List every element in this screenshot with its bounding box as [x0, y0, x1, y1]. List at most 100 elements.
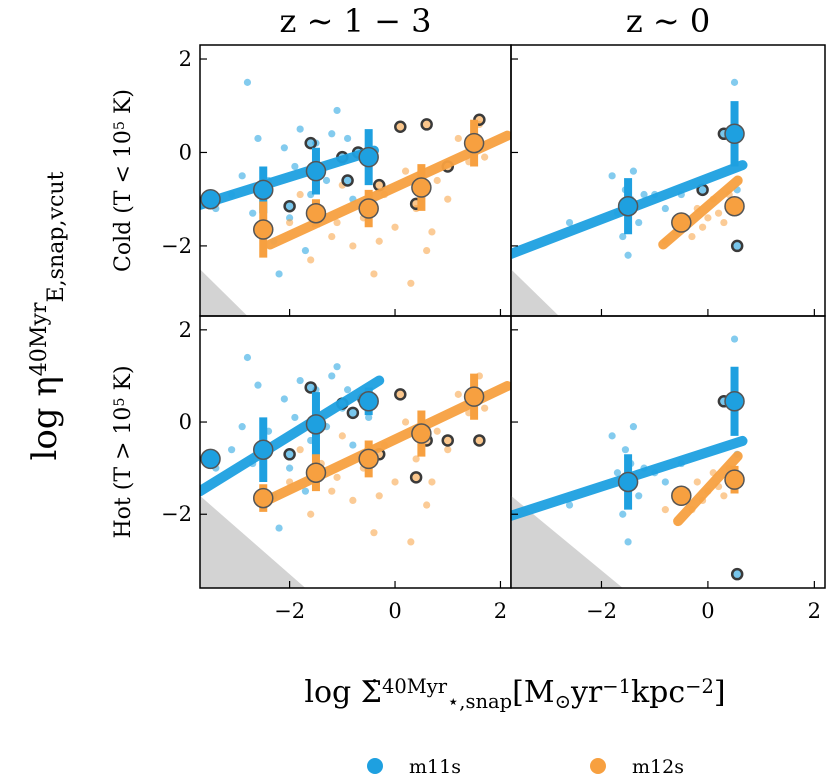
- bin-median: [200, 188, 221, 210]
- scatter-point: [698, 223, 707, 231]
- scatter-point: [412, 455, 420, 463]
- scatter-point: [275, 270, 283, 278]
- y-tick-label: 2: [179, 47, 192, 71]
- outlier-point: [283, 199, 296, 213]
- bin-median: [358, 391, 379, 412]
- scatter-point: [238, 172, 246, 180]
- label-part: log Σ̇: [304, 675, 382, 710]
- scatter-point: [661, 506, 669, 514]
- label-part: ]: [714, 675, 726, 710]
- label-part: ⊙: [555, 690, 571, 713]
- excluded-region: [511, 495, 623, 588]
- label-part: −2: [685, 675, 714, 698]
- bin-median: [724, 391, 745, 412]
- bin-median: [253, 219, 274, 240]
- scatter-point: [291, 162, 299, 171]
- scatter-point: [621, 446, 630, 454]
- x-tick-label: 0: [701, 599, 714, 623]
- bin-median: [200, 448, 221, 470]
- scatter-point: [444, 195, 452, 203]
- scatter-point: [296, 446, 304, 454]
- scatter-point: [349, 496, 357, 505]
- label-part: ⋆,snap: [447, 690, 512, 713]
- label-part: 40Myr: [382, 675, 448, 698]
- scatter-point: [365, 413, 373, 422]
- bin-median: [724, 195, 745, 217]
- bin-median: [305, 462, 327, 483]
- scatter-point: [349, 441, 357, 449]
- bin-median: [463, 132, 485, 154]
- scatter-point: [391, 223, 399, 231]
- outlier-point: [441, 434, 454, 447]
- scatter-point: [423, 501, 431, 509]
- scatter-point: [328, 487, 336, 495]
- scatter-point: [565, 218, 574, 227]
- legend-marker: [590, 758, 606, 774]
- scatter-point: [730, 78, 739, 86]
- bin-median: [724, 123, 745, 145]
- column-title: z ∼ 1 − 3: [280, 2, 432, 40]
- axis-label: log Σ̇40Myr⋆,snap[M⊙yr−1kpc−2]: [304, 675, 725, 713]
- scatter-point: [370, 529, 378, 537]
- bin-median: [253, 487, 274, 509]
- bin-median: [305, 160, 327, 182]
- label-part: log η: [25, 376, 65, 460]
- scatter-point: [307, 510, 315, 518]
- legend-marker: [367, 758, 383, 774]
- bin-median: [671, 485, 692, 507]
- bin-median: [411, 177, 432, 198]
- scatter-point: [481, 153, 489, 161]
- scatter-point: [433, 176, 441, 185]
- bin-median: [617, 195, 639, 217]
- excluded-region: [200, 269, 248, 316]
- scatter-point: [338, 432, 346, 440]
- legend-label: m11s: [409, 756, 461, 776]
- panel-frame: [510, 44, 826, 317]
- outlier-point: [420, 118, 433, 131]
- outlier-point: [394, 388, 407, 401]
- scatter-point: [481, 404, 489, 412]
- bin-median: [253, 179, 274, 201]
- fit-line: [265, 130, 511, 250]
- scatter-point: [391, 478, 399, 486]
- scatter-point: [307, 256, 315, 264]
- column-title: z ∼ 0: [626, 2, 710, 40]
- scatter-point: [333, 473, 341, 481]
- scatter-point: [693, 478, 701, 486]
- scatter-point: [286, 464, 294, 472]
- label-part: 40Myr: [26, 302, 52, 376]
- y-tick-label: 0: [179, 140, 192, 164]
- bin-median: [358, 146, 379, 168]
- bin-median: [724, 469, 745, 490]
- scatter-point: [333, 363, 341, 371]
- fit-line: [200, 375, 385, 497]
- scatter-point: [714, 209, 723, 217]
- outlier-point: [304, 381, 317, 394]
- label-part: Cold (T < 10: [111, 130, 136, 272]
- scatter-point: [444, 446, 452, 454]
- excluded-region: [200, 495, 306, 588]
- panel-frame: [510, 315, 826, 589]
- scatter-point: [322, 176, 331, 185]
- outlier-point: [346, 406, 360, 420]
- outlier-point: [730, 239, 744, 253]
- scatter-point: [280, 395, 288, 403]
- panel: [200, 353, 511, 588]
- scatter-point: [254, 381, 262, 389]
- y-tick-label: 2: [179, 318, 192, 342]
- fit-line: [259, 381, 511, 507]
- scatter-point: [565, 501, 574, 509]
- scatter-point: [301, 246, 310, 255]
- scatter-point: [249, 209, 257, 217]
- excluded-region: [511, 269, 559, 316]
- scatter-point: [401, 418, 410, 426]
- scatter-point: [375, 492, 383, 500]
- scatter-point: [454, 390, 462, 398]
- axis-label: Cold (T < 105 K): [111, 89, 136, 272]
- x-tick-label: −2: [586, 599, 617, 623]
- bin-median: [463, 386, 485, 407]
- scatter-point: [275, 524, 283, 532]
- scatter-point: [629, 167, 638, 175]
- scatter-point: [328, 232, 336, 241]
